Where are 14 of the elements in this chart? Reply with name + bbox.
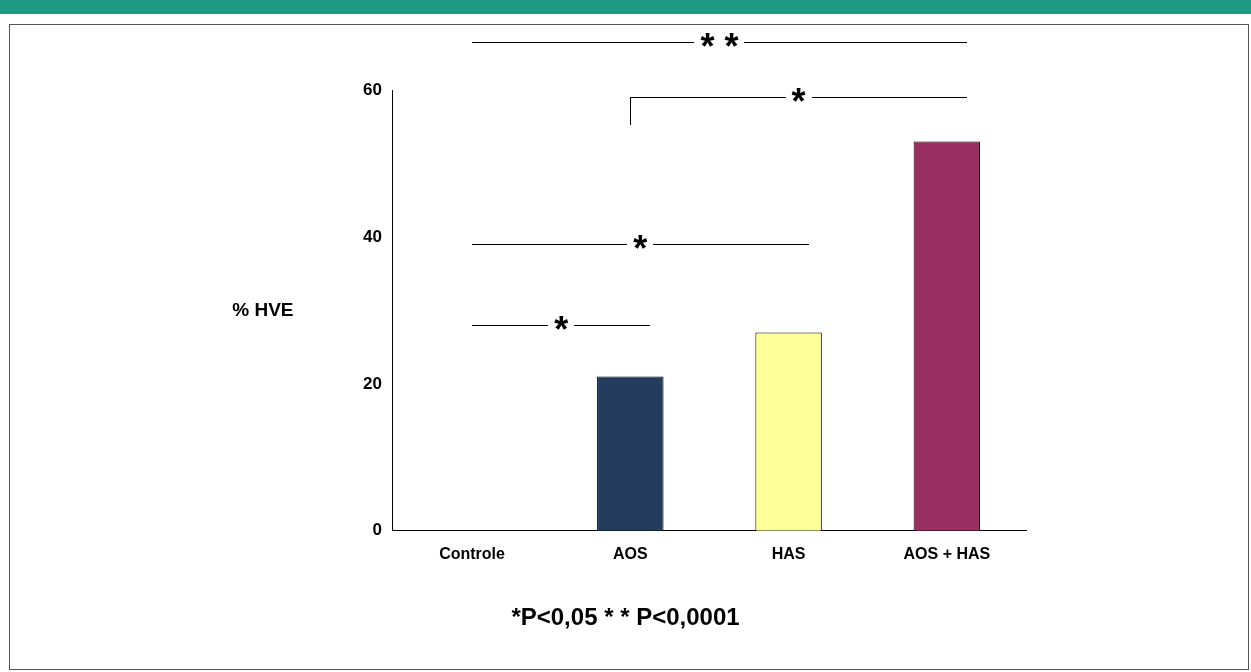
- annotation: *: [548, 309, 575, 351]
- x-tick-label: Controle: [439, 544, 506, 562]
- x-tick-label: AOS: [612, 544, 648, 562]
- x-tick-label: AOS + HAS: [903, 544, 991, 562]
- x-tick-label: HAS: [771, 544, 806, 562]
- text: * *: [694, 26, 745, 68]
- annotation: *: [785, 81, 812, 123]
- y-tick-label: 20: [362, 373, 382, 393]
- y-tick-label: 40: [362, 226, 382, 246]
- annotation: *: [627, 228, 654, 270]
- y-axis-title: % HVE: [232, 299, 294, 322]
- text: *P<0,05 * * P<0,0001: [510, 603, 741, 631]
- y-tick-label: 0: [372, 520, 382, 540]
- y-tick-label: 60: [362, 79, 382, 99]
